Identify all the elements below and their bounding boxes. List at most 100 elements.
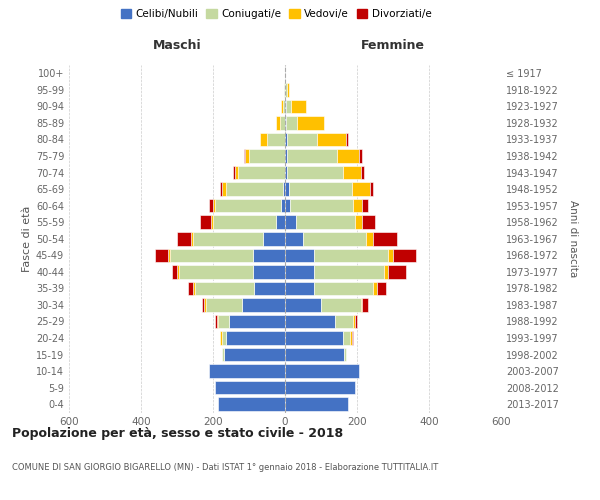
Bar <box>373 282 377 295</box>
Text: Maschi: Maschi <box>152 39 202 52</box>
Bar <box>350 332 352 345</box>
Bar <box>287 149 337 163</box>
Bar <box>284 83 285 96</box>
Bar <box>215 381 285 394</box>
Bar <box>352 182 370 196</box>
Bar <box>314 265 384 278</box>
Bar <box>355 216 362 229</box>
Bar <box>353 199 362 212</box>
Bar <box>193 282 195 295</box>
Bar <box>373 232 397 245</box>
Bar <box>287 83 289 96</box>
Bar <box>260 132 267 146</box>
Bar <box>285 381 355 394</box>
Text: Popolazione per età, sesso e stato civile - 2018: Popolazione per età, sesso e stato civil… <box>12 428 343 440</box>
Bar <box>276 116 280 130</box>
Bar <box>285 199 290 212</box>
Bar <box>218 314 229 328</box>
Bar <box>215 314 217 328</box>
Bar <box>220 332 222 345</box>
Bar <box>370 182 373 196</box>
Y-axis label: Fasce di età: Fasce di età <box>22 206 32 272</box>
Bar <box>281 100 283 113</box>
Bar <box>388 265 406 278</box>
Text: COMUNE DI SAN GIORGIO BIGARELLO (MN) - Dati ISTAT 1° gennaio 2018 - Elaborazione: COMUNE DI SAN GIORGIO BIGARELLO (MN) - D… <box>12 462 438 471</box>
Bar <box>285 132 287 146</box>
Bar <box>200 216 211 229</box>
Bar <box>317 132 346 146</box>
Bar <box>209 364 285 378</box>
Bar <box>168 248 170 262</box>
Bar <box>155 248 168 262</box>
Bar <box>191 232 193 245</box>
Bar <box>280 116 285 130</box>
Bar <box>285 298 321 312</box>
Bar <box>303 232 366 245</box>
Bar <box>362 216 375 229</box>
Bar <box>296 216 355 229</box>
Bar <box>206 298 242 312</box>
Bar <box>285 216 296 229</box>
Bar <box>291 100 305 113</box>
Bar <box>361 298 362 312</box>
Bar <box>352 332 353 345</box>
Bar <box>321 298 361 312</box>
Bar <box>204 298 206 312</box>
Bar <box>267 132 285 146</box>
Bar <box>287 166 343 179</box>
Bar <box>388 248 393 262</box>
Bar <box>226 332 285 345</box>
Bar <box>172 265 177 278</box>
Bar <box>289 182 352 196</box>
Bar <box>344 348 346 362</box>
Bar <box>343 332 350 345</box>
Bar <box>249 149 285 163</box>
Bar <box>229 314 285 328</box>
Text: Femmine: Femmine <box>361 39 425 52</box>
Y-axis label: Anni di nascita: Anni di nascita <box>568 200 578 278</box>
Bar <box>263 232 285 245</box>
Bar <box>384 265 388 278</box>
Bar <box>209 199 213 212</box>
Bar <box>285 100 286 113</box>
Bar <box>193 232 263 245</box>
Bar <box>361 166 364 179</box>
Bar <box>170 248 253 262</box>
Bar <box>283 100 285 113</box>
Bar <box>366 232 373 245</box>
Bar <box>222 332 226 345</box>
Bar <box>285 364 359 378</box>
Bar <box>276 216 285 229</box>
Bar <box>179 265 253 278</box>
Bar <box>285 248 314 262</box>
Bar <box>285 398 348 411</box>
Bar <box>285 282 314 295</box>
Bar <box>359 149 362 163</box>
Bar <box>285 149 287 163</box>
Bar <box>335 314 353 328</box>
Bar <box>220 182 222 196</box>
Bar <box>285 348 344 362</box>
Bar <box>362 199 368 212</box>
Bar <box>253 248 285 262</box>
Bar <box>285 182 289 196</box>
Bar <box>253 265 285 278</box>
Bar <box>213 216 276 229</box>
Bar <box>343 166 361 179</box>
Bar <box>355 314 357 328</box>
Bar <box>222 182 226 196</box>
Bar <box>224 348 285 362</box>
Bar <box>195 282 254 295</box>
Bar <box>285 116 286 130</box>
Bar <box>362 298 368 312</box>
Bar <box>286 116 296 130</box>
Bar <box>242 298 285 312</box>
Bar <box>296 116 323 130</box>
Bar <box>244 149 245 163</box>
Bar <box>286 100 291 113</box>
Bar <box>283 182 285 196</box>
Bar <box>235 166 238 179</box>
Bar <box>233 166 235 179</box>
Bar <box>287 132 317 146</box>
Bar <box>226 182 283 196</box>
